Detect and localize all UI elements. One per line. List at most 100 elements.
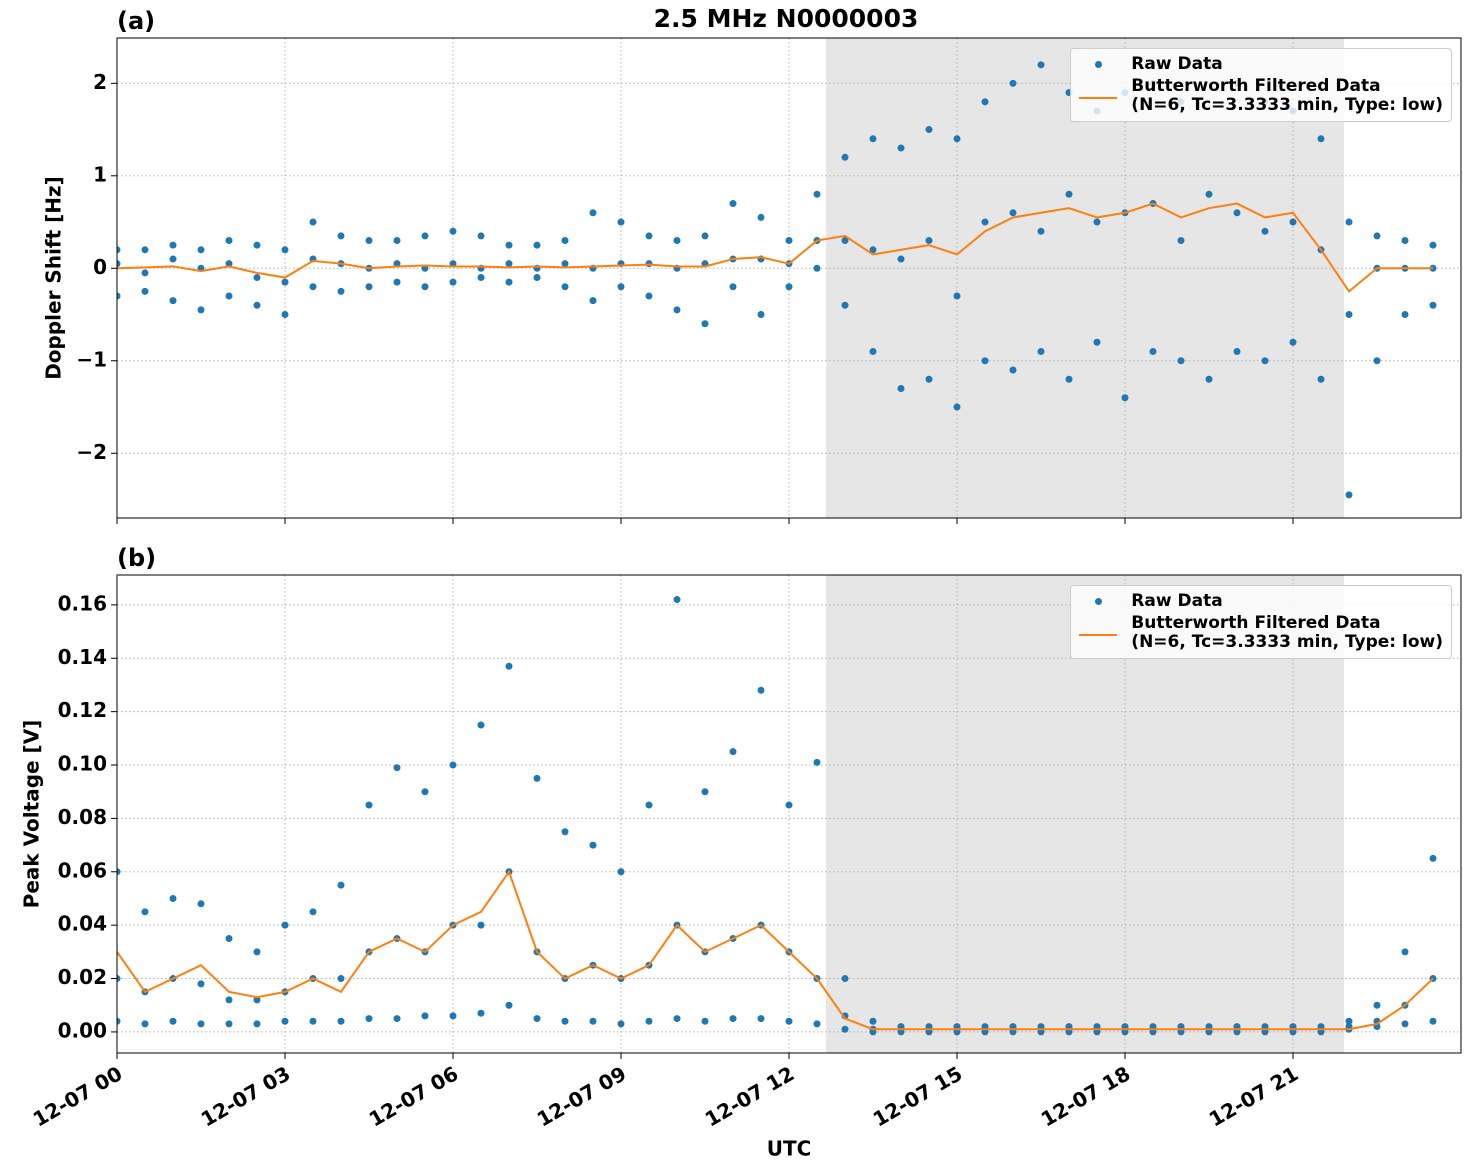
raw-point xyxy=(925,375,933,383)
raw-point xyxy=(1401,311,1409,319)
raw-point xyxy=(337,881,345,889)
raw-point xyxy=(477,1009,485,1017)
raw-point xyxy=(225,260,233,268)
raw-point xyxy=(869,246,877,254)
raw-point xyxy=(1233,348,1241,356)
raw-point xyxy=(1093,338,1101,346)
x-axis-label: UTC xyxy=(767,1137,812,1161)
raw-point xyxy=(337,975,345,983)
raw-point xyxy=(477,721,485,729)
raw-point xyxy=(365,1015,373,1023)
raw-point xyxy=(981,218,989,226)
legend-key xyxy=(1079,592,1117,612)
y-tick-label: 0.16 xyxy=(58,591,107,615)
raw-point xyxy=(197,306,205,314)
raw-point xyxy=(701,1017,709,1025)
raw-point xyxy=(1009,366,1017,374)
raw-point xyxy=(449,1012,457,1020)
x-tick-label: 12-07 03 xyxy=(197,1061,295,1131)
raw-point xyxy=(869,348,877,356)
raw-point xyxy=(701,320,709,328)
raw-point xyxy=(729,748,737,756)
raw-point xyxy=(729,283,737,291)
raw-point xyxy=(1177,237,1185,245)
raw-point xyxy=(813,264,821,272)
y-tick-label: 0.04 xyxy=(58,912,107,936)
raw-point xyxy=(729,1015,737,1023)
raw-point xyxy=(533,241,541,249)
legend-label: Butterworth Filtered Data (N=6, Tc=3.333… xyxy=(1131,76,1443,115)
raw-point xyxy=(841,153,849,161)
raw-point xyxy=(533,774,541,782)
raw-point xyxy=(225,996,233,1004)
raw-point xyxy=(953,292,961,300)
raw-point xyxy=(1345,311,1353,319)
raw-point xyxy=(561,1017,569,1025)
raw-point xyxy=(421,283,429,291)
y-axis-label: Doppler Shift [Hz] xyxy=(42,176,66,380)
raw-point xyxy=(1009,209,1017,217)
raw-point xyxy=(337,232,345,240)
raw-point xyxy=(253,301,261,309)
raw-point xyxy=(253,948,261,956)
raw-point xyxy=(141,269,149,277)
raw-point xyxy=(1037,227,1045,235)
raw-point xyxy=(281,1017,289,1025)
raw-point xyxy=(841,1025,849,1033)
raw-point xyxy=(841,975,849,983)
raw-point xyxy=(561,828,569,836)
raw-point xyxy=(1205,190,1213,198)
y-tick-label: 0.02 xyxy=(58,965,107,989)
raw-point xyxy=(1401,1020,1409,1028)
raw-point xyxy=(813,758,821,766)
panel-label: (a) xyxy=(117,7,155,35)
raw-point xyxy=(421,232,429,240)
raw-point xyxy=(785,1017,793,1025)
y-tick-label: 0.10 xyxy=(58,752,107,776)
y-tick-label: −2 xyxy=(76,440,107,464)
raw-point xyxy=(869,1017,877,1025)
legend: Raw Data Butterworth Filtered Data (N=6, … xyxy=(1070,585,1452,659)
raw-point xyxy=(1345,1017,1353,1025)
raw-point xyxy=(225,935,233,943)
raw-point xyxy=(561,283,569,291)
raw-point xyxy=(1233,209,1241,217)
raw-point xyxy=(309,1017,317,1025)
panel-label: (b) xyxy=(117,544,156,572)
legend-key xyxy=(1079,77,1118,99)
raw-point xyxy=(1177,357,1185,365)
raw-point xyxy=(1429,241,1437,249)
y-tick-label: 1 xyxy=(93,162,107,186)
raw-point xyxy=(393,764,401,772)
raw-point xyxy=(253,241,261,249)
x-tick-label: 12-07 18 xyxy=(1037,1061,1135,1131)
raw-point xyxy=(981,357,989,365)
legend-entry: Raw Data xyxy=(1079,55,1443,75)
raw-point xyxy=(1289,218,1297,226)
raw-point xyxy=(953,135,961,143)
y-tick-label: 0.00 xyxy=(58,1018,107,1042)
raw-point xyxy=(309,218,317,226)
y-tick-label: 2 xyxy=(93,70,107,94)
raw-point xyxy=(757,686,765,694)
raw-point xyxy=(117,292,121,300)
raw-point xyxy=(1317,135,1325,143)
raw-point xyxy=(1429,1017,1437,1025)
raw-point xyxy=(1401,948,1409,956)
raw-point xyxy=(281,311,289,319)
legend-swatch xyxy=(1095,61,1103,68)
y-tick-label: 0.08 xyxy=(58,805,107,829)
raw-point xyxy=(757,1015,765,1023)
raw-point xyxy=(925,237,933,245)
raw-point xyxy=(841,301,849,309)
raw-point xyxy=(813,1020,821,1028)
raw-point xyxy=(673,1015,681,1023)
raw-point xyxy=(505,1001,513,1009)
raw-point xyxy=(1149,348,1157,356)
x-tick-label: 12-07 00 xyxy=(29,1061,127,1131)
raw-point xyxy=(1009,79,1017,87)
raw-point xyxy=(785,283,793,291)
raw-point xyxy=(897,144,905,152)
raw-point xyxy=(225,237,233,245)
